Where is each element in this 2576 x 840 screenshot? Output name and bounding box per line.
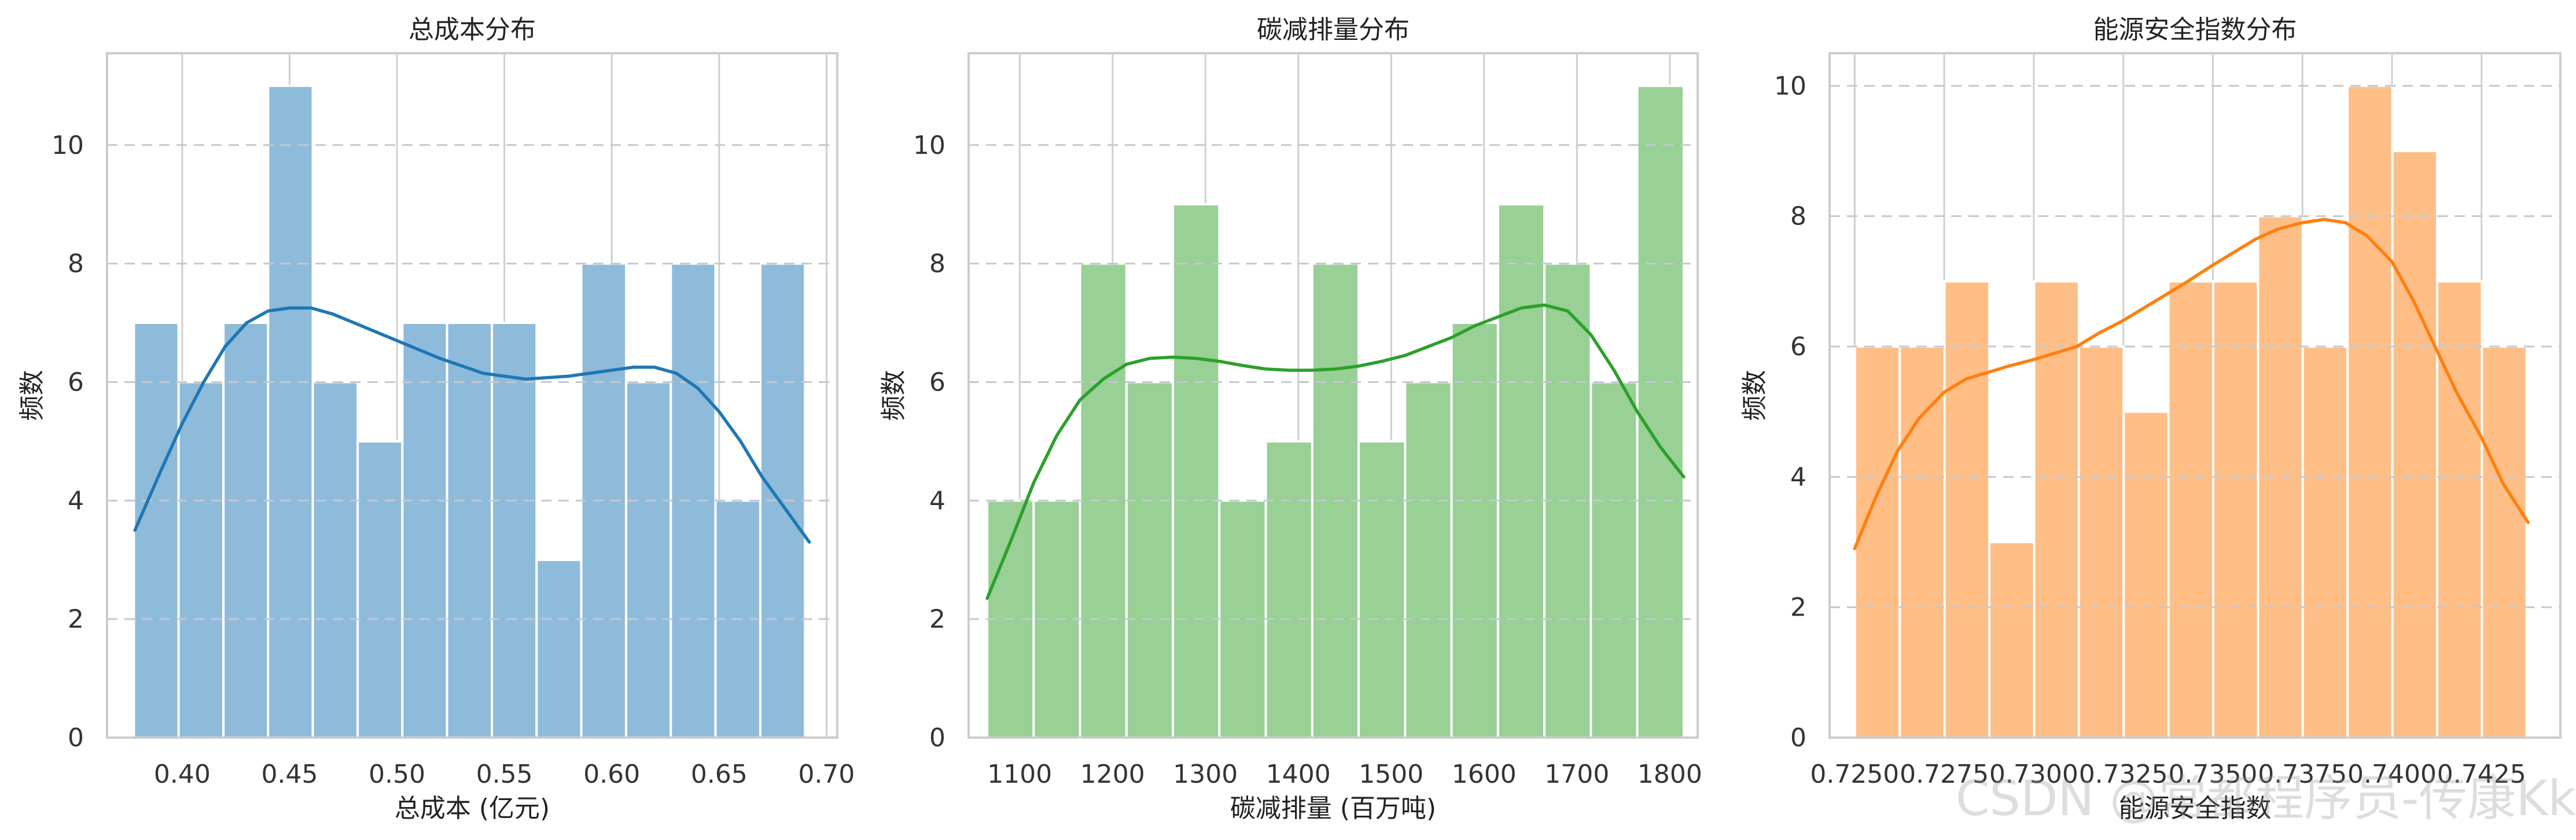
x-tick-label: 1600 <box>1452 760 1517 789</box>
histogram-bar <box>401 322 448 739</box>
y-tick-label: 0 <box>1790 723 1806 753</box>
y-axis-label: 频数 <box>879 370 908 421</box>
x-tick-label: 1300 <box>1173 760 1238 789</box>
x-tick-label: 0.7400 <box>2347 760 2437 789</box>
histogram-bar <box>491 322 538 739</box>
y-tick-label: 2 <box>929 605 945 634</box>
x-tick-label: 0.55 <box>476 760 533 789</box>
histogram-bar <box>2301 345 2349 739</box>
histogram-bar <box>446 322 494 739</box>
x-tick-label: 0.7350 <box>2168 760 2257 789</box>
y-tick-label: 4 <box>68 486 84 515</box>
histogram-bar <box>177 381 225 739</box>
y-tick-label: 10 <box>913 131 945 160</box>
y-tick-label: 8 <box>1790 202 1806 231</box>
histogram-bar <box>2122 410 2170 739</box>
histogram-bar <box>1496 203 1546 739</box>
x-axis-label: 碳减排量 (百万吨) <box>1230 794 1436 823</box>
histogram-bar <box>535 558 583 739</box>
x-tick-label: 0.40 <box>154 760 211 789</box>
histogram-bar <box>2077 345 2125 739</box>
histogram-bar <box>1079 262 1128 739</box>
y-tick-label: 0 <box>929 723 945 753</box>
axes-frame <box>967 52 1699 739</box>
x-axis-label: 总成本 (亿元) <box>395 794 550 823</box>
histogram-bar <box>625 381 672 739</box>
y-tick-label: 6 <box>929 367 945 397</box>
axes-frame <box>106 52 838 739</box>
histogram-bar <box>2481 345 2528 739</box>
y-tick-label: 10 <box>51 131 84 160</box>
histogram-bar <box>1898 345 1946 739</box>
kde-line <box>133 306 811 544</box>
x-axis-label: 能源安全指数 <box>2119 794 2272 823</box>
histogram-bar <box>2391 150 2439 739</box>
x-tick-label: 0.60 <box>583 760 640 789</box>
chart-panel-2: 1100 1200 1300 1400 1500 1600 1700 1800 0 2 4 6 8 10 碳… <box>879 15 1702 823</box>
x-tick-label: 0.7375 <box>2258 760 2347 789</box>
chart-title: 总成本分布 <box>409 15 536 45</box>
x-tick-label: 0.50 <box>369 760 425 789</box>
histogram-bar <box>2167 280 2215 739</box>
histogram-bar <box>669 262 717 739</box>
x-tick-label: 0.7275 <box>1900 760 1989 789</box>
x-tick-label: 1800 <box>1637 760 1702 789</box>
y-axis-label: 频数 <box>1740 370 1769 421</box>
histogram-bar <box>1943 280 1991 739</box>
y-tick-label: 4 <box>929 486 945 515</box>
x-tick-label: 1700 <box>1544 760 1609 789</box>
y-tick-label: 8 <box>929 249 945 279</box>
y-tick-label: 2 <box>1790 593 1806 622</box>
histogram-bar <box>1264 440 1313 739</box>
chart-title: 能源安全指数分布 <box>2093 15 2297 45</box>
y-tick-label: 4 <box>1790 462 1806 492</box>
histogram-bar <box>1404 381 1453 739</box>
y-tick-label: 2 <box>68 605 84 634</box>
x-tick-label: 0.45 <box>262 760 318 789</box>
y-tick-label: 10 <box>1774 71 1806 101</box>
histogram-bar <box>1636 84 1685 739</box>
y-tick-label: 6 <box>1790 332 1806 362</box>
x-tick-label: 0.65 <box>691 760 748 789</box>
kde-line <box>985 303 1686 600</box>
histogram-bar <box>1172 203 1221 739</box>
chart-panel-1: 0.40 0.45 0.50 0.55 0.60 0.65 0.70 0 2 4 6 8 10 总成本分布… <box>17 15 855 823</box>
histogram-bar <box>267 84 314 739</box>
y-tick-label: 8 <box>68 249 84 279</box>
histogram-bar <box>2436 280 2483 739</box>
histogram-bar <box>2212 280 2259 739</box>
y-axis-label: 频数 <box>17 370 47 421</box>
x-tick-label: 1400 <box>1266 760 1331 789</box>
histogram-bar <box>1218 499 1267 739</box>
x-tick-label: 1100 <box>987 760 1052 789</box>
x-tick-label: 1500 <box>1359 760 1423 789</box>
x-tick-label: 0.7300 <box>1989 760 2078 789</box>
chart-title: 碳减排量分布 <box>1257 15 1410 45</box>
histogram-bar <box>133 322 180 739</box>
histogram-bar <box>2033 280 2080 739</box>
histogram-bar <box>1853 345 1901 739</box>
histogram-bar <box>1589 381 1639 739</box>
x-tick-label: 0.70 <box>798 760 855 789</box>
histogram-bar <box>1450 322 1499 739</box>
histogram-bar <box>1988 541 2036 739</box>
x-tick-label: 0.7325 <box>2079 760 2168 789</box>
chart-panel-3: 0.7250 0.7275 0.7300 0.7325 0.7350 0.7375 0.74… <box>1740 15 2562 823</box>
histogram-bar <box>1357 440 1407 739</box>
histogram-bar <box>2346 84 2394 739</box>
axes-frame <box>1828 52 2562 739</box>
x-tick-label: 0.7425 <box>2437 760 2526 789</box>
x-tick-label: 1200 <box>1080 760 1145 789</box>
histogram-bar <box>356 440 404 739</box>
y-tick-label: 0 <box>68 723 84 753</box>
y-tick-label: 6 <box>68 367 84 397</box>
x-tick-label: 0.7250 <box>1810 760 1899 789</box>
kde-line <box>1853 218 2530 551</box>
histogram-bar <box>311 381 359 739</box>
histogram-bar <box>1125 381 1175 739</box>
histogram-bar <box>222 322 270 739</box>
